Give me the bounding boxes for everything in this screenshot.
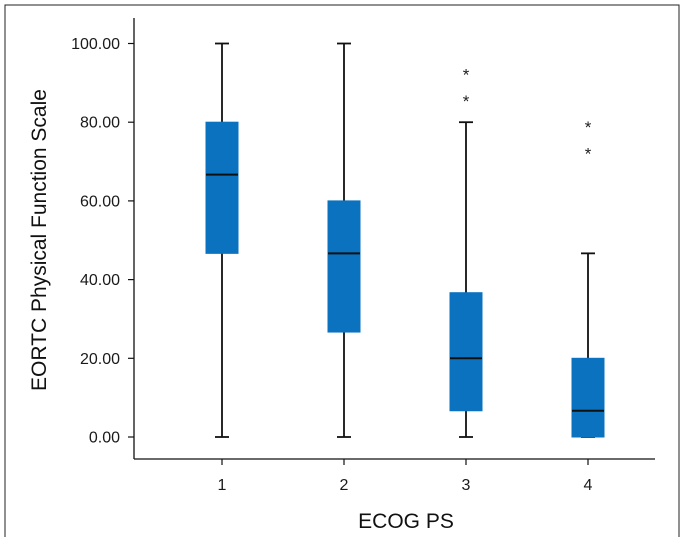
- x-tick-label: 4: [584, 477, 593, 494]
- y-tick-label: 60.00: [80, 193, 120, 210]
- box-iqr: [449, 292, 483, 412]
- outlier-marker: *: [585, 118, 592, 137]
- box-iqr: [205, 121, 239, 254]
- x-tick-label: 3: [462, 477, 471, 494]
- x-tick-label: 2: [340, 477, 349, 494]
- box-iqr: [571, 357, 605, 438]
- y-tick-label: 40.00: [80, 272, 120, 289]
- plot-area: 0.00 20.00 40.00 60.00 80.00 100.00 1 2 3 4 * * * *: [71, 18, 655, 494]
- outlier-marker: *: [585, 144, 592, 163]
- y-axis-title: EORTC Physical Function Scale: [28, 89, 51, 391]
- outlier-marker: *: [463, 66, 470, 85]
- chart-border: [4, 4, 680, 537]
- y-tick-label: 0.00: [89, 430, 120, 447]
- y-tick-label: 100.00: [71, 36, 120, 53]
- y-tick-label: 80.00: [80, 115, 120, 132]
- x-axis-title: ECOG PS: [358, 510, 454, 533]
- box-iqr: [327, 200, 361, 333]
- outlier-marker: *: [463, 92, 470, 111]
- y-tick-label: 20.00: [80, 351, 120, 368]
- x-tick-label: 1: [218, 477, 227, 494]
